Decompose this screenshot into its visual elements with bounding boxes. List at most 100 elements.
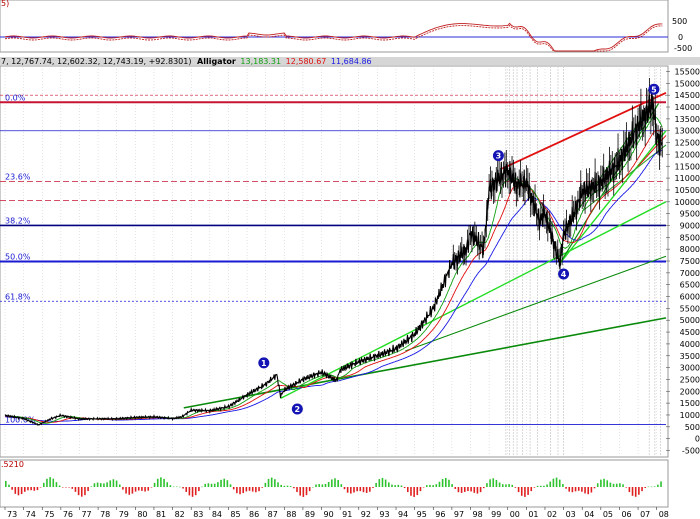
oscillator-bar bbox=[505, 484, 507, 487]
oscillator-bar bbox=[274, 479, 276, 487]
oscillator-bar bbox=[191, 487, 194, 497]
x-tick-label: 99 bbox=[491, 510, 501, 519]
oscillator-bar bbox=[410, 487, 412, 496]
y-tick-label: 7000 bbox=[680, 269, 700, 278]
oscillator-bar bbox=[280, 484, 282, 487]
fib-label: 100.0% bbox=[5, 415, 36, 424]
oscillator-bar bbox=[248, 487, 251, 491]
oscillator-bar bbox=[125, 487, 127, 494]
oscillator-bar bbox=[213, 483, 216, 487]
oscillator-bar bbox=[331, 479, 333, 487]
oscillator-bar bbox=[340, 484, 343, 487]
oscillator-bar bbox=[258, 487, 260, 492]
indicator-value-teeth: 12,580.67 bbox=[286, 57, 327, 66]
oscillator-bar bbox=[416, 487, 419, 496]
oscillator-bar bbox=[457, 487, 460, 493]
price-line bbox=[4, 93, 663, 426]
oscillator-bar bbox=[46, 478, 48, 487]
wave-marker bbox=[492, 150, 504, 162]
x-tick-label: 79 bbox=[119, 510, 129, 519]
indicator-value-lips: 13,183.31 bbox=[240, 57, 281, 66]
oscillator-bar bbox=[574, 487, 577, 492]
oscillator-bar bbox=[134, 487, 137, 492]
oscillator-bar bbox=[571, 487, 574, 493]
oscillator-bar bbox=[150, 487, 153, 488]
y-tick-label: 6500 bbox=[680, 281, 700, 290]
oscillator-bar bbox=[596, 483, 599, 487]
oscillator-bar bbox=[397, 484, 400, 487]
oscillator-bar bbox=[131, 487, 134, 494]
oscillator-bar bbox=[441, 479, 444, 487]
oscillator-bar bbox=[169, 485, 172, 487]
wave-marker bbox=[258, 357, 270, 369]
y-tick-label: 1500 bbox=[680, 399, 700, 408]
oscillator-bar bbox=[343, 487, 346, 490]
oscillator-bar bbox=[55, 482, 58, 487]
oscillator-bar bbox=[33, 487, 36, 491]
oscillator-bar bbox=[305, 487, 308, 496]
oscillator-bar bbox=[141, 487, 143, 491]
x-tick-label: 01 bbox=[528, 510, 538, 519]
oscillator-bar bbox=[39, 487, 42, 488]
x-tick-label: 87 bbox=[268, 510, 278, 519]
oscillator-bar bbox=[99, 483, 102, 487]
wave-marker bbox=[291, 403, 303, 415]
oscillator-bar bbox=[245, 487, 248, 492]
oscillator-bar bbox=[555, 477, 558, 487]
oscillator-bar bbox=[251, 487, 254, 492]
y-tick-label: 12500 bbox=[675, 139, 700, 148]
oscillator-bar bbox=[324, 483, 327, 487]
x-axis: 73 74 75 76 77 78 79 80 81 82 83 84 85 86 87 88 89 90 91 92… bbox=[4, 507, 669, 519]
wave-label: 1 bbox=[261, 359, 267, 368]
wave-label: 3 bbox=[496, 152, 502, 161]
x-tick-label: 88 bbox=[286, 510, 296, 519]
oscillator-bar bbox=[460, 487, 463, 493]
fibonacci-levels: 0.0% 23.6% 38.2% 50.0% 61.8% 100.0% bbox=[0, 93, 666, 425]
oscillator-bar bbox=[631, 487, 634, 496]
y-tick-label: 5000 bbox=[680, 316, 700, 325]
oscillator-bar bbox=[52, 478, 55, 487]
x-tick-label: 08 bbox=[659, 510, 669, 519]
oscillator-bar bbox=[359, 487, 362, 492]
oscillator-bar bbox=[14, 487, 17, 494]
oscillator-bar bbox=[226, 480, 229, 487]
oscillator-bar bbox=[232, 487, 235, 490]
oscillator-bar bbox=[375, 483, 377, 487]
x-tick-label: 95 bbox=[417, 510, 427, 519]
oscillator-bar bbox=[270, 477, 273, 487]
trendline bbox=[566, 102, 654, 226]
fib-label: 23.6% bbox=[5, 173, 31, 182]
y-tick-label: 0 bbox=[695, 435, 700, 444]
oscillator-bar bbox=[444, 477, 447, 487]
oscillator-bar bbox=[590, 487, 593, 493]
oscillator-bar bbox=[587, 487, 590, 495]
oscillator-bar bbox=[229, 484, 232, 487]
oscillator-bar bbox=[163, 478, 165, 487]
oscillator-bar bbox=[84, 487, 86, 496]
oscillator-bar bbox=[577, 487, 580, 491]
oscillator-bar bbox=[122, 487, 124, 490]
x-tick-label: 77 bbox=[81, 510, 91, 519]
oscillator-bar bbox=[182, 487, 184, 489]
header-bar bbox=[0, 57, 700, 65]
oscillator-bar bbox=[153, 482, 156, 487]
oscillator-bar bbox=[653, 486, 656, 487]
oscillator-bar bbox=[346, 487, 349, 493]
oscillator-bar bbox=[175, 486, 178, 488]
oscillator-bar bbox=[71, 487, 74, 489]
oscillator-bar bbox=[36, 487, 39, 491]
oscillator-bar bbox=[432, 485, 434, 487]
y-tick-label: 14000 bbox=[675, 103, 700, 112]
oscillator-bar bbox=[286, 485, 289, 487]
x-tick-label: 96 bbox=[435, 510, 445, 519]
x-tick-label: 94 bbox=[398, 510, 408, 519]
y-tick-label: 2500 bbox=[680, 375, 700, 384]
x-tick-label: 81 bbox=[156, 510, 166, 519]
wave-label: 4 bbox=[561, 270, 567, 279]
oscillator-bar bbox=[435, 484, 438, 487]
x-tick-label: 86 bbox=[249, 510, 259, 519]
oscillator-bar bbox=[473, 487, 476, 493]
oscillator-bar bbox=[372, 487, 374, 488]
trendline bbox=[559, 130, 667, 264]
indicator-name: Alligator bbox=[197, 57, 236, 66]
